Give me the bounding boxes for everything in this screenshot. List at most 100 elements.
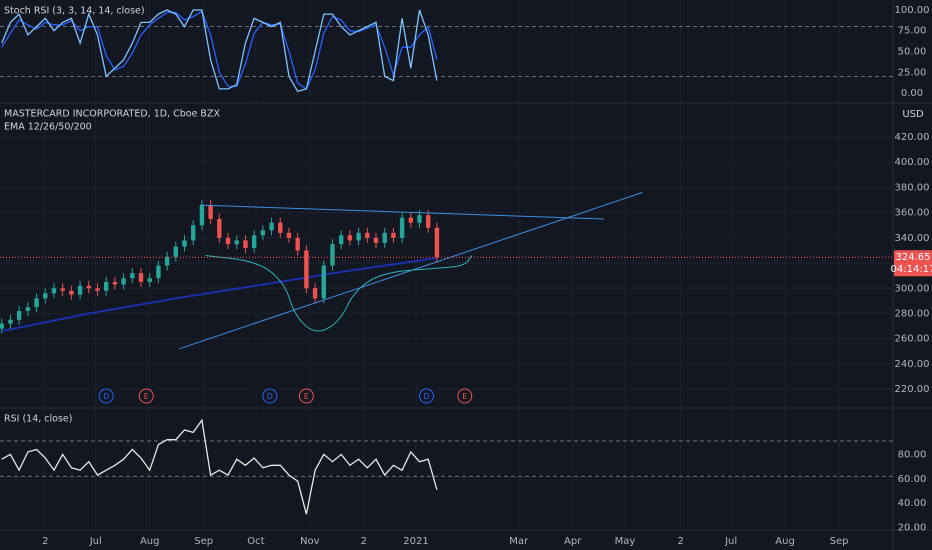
pane-title: Stoch RSI (3, 3, 14, 14, close) — [4, 6, 145, 17]
y-tick-label: 220.00 — [895, 384, 930, 395]
candle-body — [251, 235, 257, 248]
last-price-label: 324.65 — [896, 252, 931, 263]
candle-body — [130, 273, 135, 279]
y-tick-label: 420.00 — [895, 132, 930, 143]
candle-body — [243, 240, 248, 248]
x-tick-label: Aug — [775, 536, 795, 547]
candle-body — [373, 237, 379, 243]
candle-body — [164, 256, 170, 266]
event-marker — [98, 388, 114, 404]
event-label: E — [462, 392, 467, 401]
candle-body — [182, 240, 187, 247]
candle-body — [138, 273, 144, 282]
candle-body — [295, 237, 300, 251]
candle-body — [278, 222, 283, 233]
y-tick-label: 400.00 — [895, 157, 930, 168]
candle-body — [0, 323, 4, 329]
pane-title: MASTERCARD INCORPORATED, 1D, Cboe BZX — [4, 109, 220, 120]
event-label: D — [423, 392, 429, 401]
candle-body — [16, 310, 22, 320]
y-tick-label: 100.00 — [895, 5, 930, 16]
candle-body — [199, 205, 205, 226]
candle-body — [112, 281, 118, 285]
event-marker — [262, 388, 278, 404]
candle-body — [60, 288, 65, 291]
candle-body — [269, 222, 274, 231]
y-tick-label: 260.00 — [895, 334, 930, 345]
series-line — [1, 10, 438, 90]
event-label: D — [267, 392, 273, 401]
candle-body — [312, 288, 318, 299]
candle-body — [86, 285, 91, 289]
y-tick-label: 380.00 — [895, 182, 930, 193]
candle-body — [365, 232, 370, 238]
event-marker — [138, 388, 154, 404]
x-tick-label: Mar — [509, 536, 529, 547]
candle-body — [103, 281, 109, 291]
x-tick-label: 2 — [42, 536, 48, 547]
candle-body — [25, 307, 31, 311]
event-marker — [418, 388, 434, 404]
x-tick-label: Aug — [140, 536, 160, 547]
y-tick-label: 20.00 — [898, 523, 927, 534]
candle-body — [434, 227, 440, 258]
candle-body — [304, 250, 309, 289]
candle-body — [8, 319, 13, 324]
x-tick-label: 2021 — [403, 536, 428, 547]
candle-body — [417, 215, 422, 223]
candle-body — [43, 293, 48, 299]
candle-body — [173, 246, 179, 257]
trendline — [200, 204, 605, 220]
candle-body — [356, 232, 361, 241]
event-label: E — [304, 392, 309, 401]
y-tick-label: 25.00 — [898, 67, 927, 78]
last-price-box — [894, 250, 932, 277]
x-tick-label: 2 — [677, 536, 683, 547]
candle-body — [330, 244, 335, 266]
y-tick-label: 360.00 — [895, 208, 930, 219]
y-tick-label: 240.00 — [895, 359, 930, 370]
candle-body — [338, 235, 344, 245]
x-tick-label: 2 — [361, 536, 367, 547]
x-tick-label: Sep — [194, 536, 213, 547]
candle-body — [156, 265, 161, 279]
candle-body — [347, 235, 353, 241]
candle-body — [51, 288, 57, 294]
candle-body — [382, 232, 387, 243]
candle-body — [95, 288, 100, 291]
grid — [0, 0, 893, 530]
y-tick-label: 50.00 — [898, 47, 927, 58]
candle-body — [408, 217, 414, 223]
y-tick-label: 280.00 — [895, 308, 930, 319]
candle-body — [191, 225, 196, 241]
countdown-label: 04:14:17 — [891, 264, 932, 275]
x-tick-label: Oct — [247, 536, 264, 547]
candle-body — [234, 240, 239, 245]
y-tick-label: 75.00 — [898, 26, 927, 37]
candle-body — [77, 285, 83, 295]
ema-line — [1, 257, 438, 333]
y-tick-label: 300.00 — [895, 283, 930, 294]
series-line — [1, 9, 438, 93]
event-marker — [298, 388, 314, 404]
candle-body — [399, 217, 405, 238]
x-tick-label: May — [615, 536, 636, 547]
candle-body — [286, 232, 292, 238]
y-tick-label: 60.00 — [898, 474, 927, 485]
candle-body — [225, 237, 231, 245]
candle-body — [121, 278, 126, 285]
candle-body — [426, 215, 431, 228]
y-tick-label: 80.00 — [898, 449, 927, 460]
currency-label: USD — [902, 109, 924, 120]
candle-body — [321, 265, 326, 299]
x-tick-label: Jul — [89, 536, 102, 547]
candle-body — [391, 232, 396, 238]
series-line — [1, 418, 438, 515]
candle-body — [34, 298, 39, 308]
x-tick-label: Sep — [830, 536, 849, 547]
pane-subtitle: EMA 12/26/50/200 — [4, 122, 92, 133]
x-tick-label: Apr — [564, 536, 582, 547]
y-tick-label: 40.00 — [898, 498, 927, 509]
curve-drawing — [205, 255, 473, 332]
